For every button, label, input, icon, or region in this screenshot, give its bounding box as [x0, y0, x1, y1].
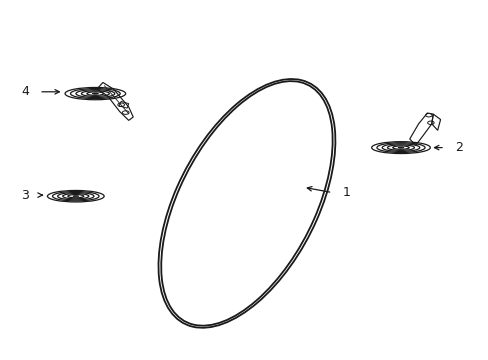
- Text: 3: 3: [21, 189, 29, 202]
- Ellipse shape: [73, 195, 79, 197]
- Text: 2: 2: [454, 141, 462, 154]
- Ellipse shape: [92, 93, 98, 94]
- Text: 4: 4: [21, 85, 29, 98]
- Ellipse shape: [397, 147, 403, 148]
- Text: 1: 1: [342, 186, 349, 199]
